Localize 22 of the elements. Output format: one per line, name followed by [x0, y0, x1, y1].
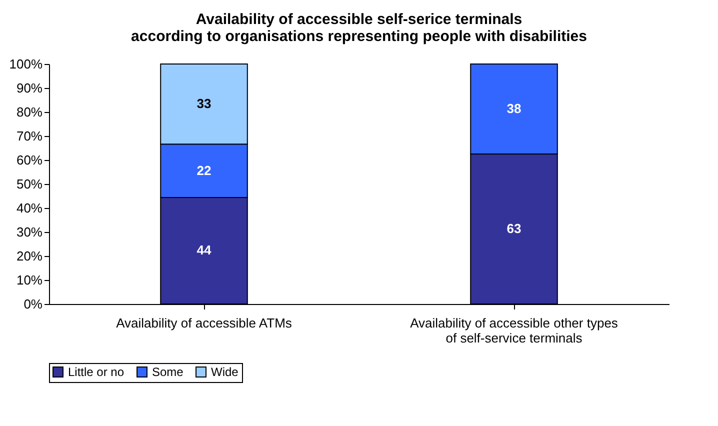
y-tick-label: 0%	[24, 296, 43, 312]
y-tick-label: 80%	[16, 104, 43, 120]
y-tick-label: 100%	[9, 56, 43, 72]
y-tick-label: 90%	[16, 80, 43, 96]
data-label: 63	[506, 221, 522, 236]
y-tick-label: 50%	[16, 176, 43, 192]
data-label: 33	[196, 96, 212, 112]
y-tick-label: 40%	[16, 200, 43, 216]
y-tick-label: 60%	[16, 152, 43, 168]
y-tick-label: 70%	[16, 128, 43, 144]
y-tick-label: 10%	[16, 272, 43, 288]
chart-title: Availability of accessible self-serice terminals according to organisations representing people with disabilities	[131, 11, 587, 45]
y-tick-label: 20%	[16, 248, 43, 264]
data-label: 38	[506, 101, 522, 116]
legend-label: Wide	[211, 365, 239, 379]
x-tick-label: Availability of accessible ATMs	[116, 316, 292, 330]
y-tick-label: 30%	[16, 224, 43, 240]
data-label: 44	[196, 242, 212, 258]
x-tick-label: Availability of accessible other types of self-service terminals	[410, 316, 618, 346]
legend-label: Little or no	[68, 365, 124, 379]
legend-label: Some	[152, 365, 184, 379]
data-label: 22	[196, 162, 212, 178]
